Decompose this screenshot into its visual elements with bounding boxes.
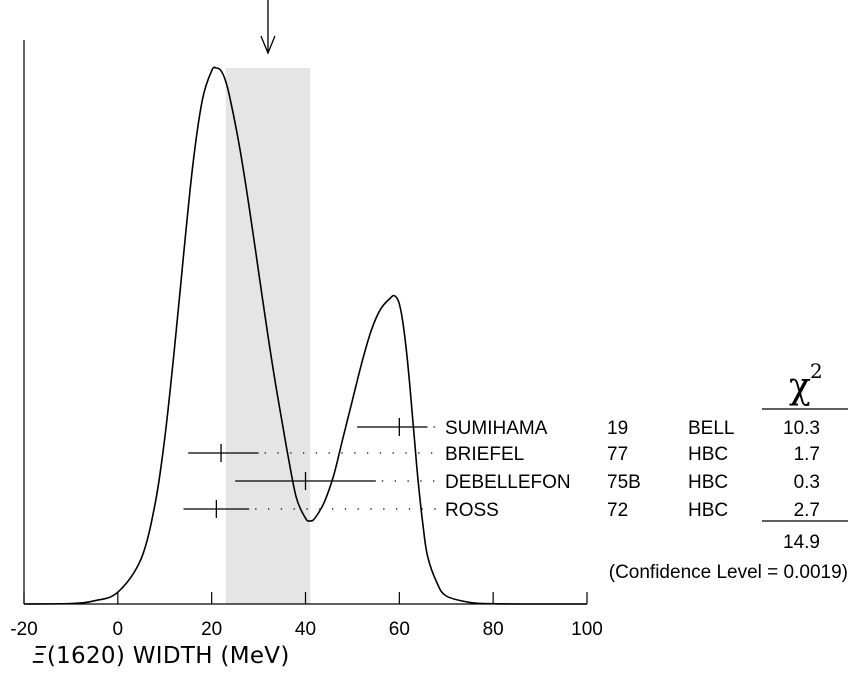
average-arrow (260, 0, 276, 55)
measurement-chi2: 2.7 (794, 500, 820, 521)
measurement-name: SUMIHAMA (445, 418, 548, 439)
x-tick-label: 100 (571, 619, 603, 640)
x-tick-label: 40 (295, 619, 316, 640)
x-tick-label: 60 (389, 619, 410, 640)
measurement-technique: HBC (688, 500, 728, 521)
ideogram-curve (23, 66, 587, 605)
x-ticks: -20 0 20 40 60 80 100 (10, 592, 603, 640)
xi-symbol: Ξ (32, 643, 47, 669)
measurement-technique: HBC (688, 472, 728, 493)
chi2-exponent: 2 (810, 359, 823, 383)
measurement-table: SUMIHAMA 19 BELL 10.3 BRIEFEL 77 HBC 1.7 DEBELLE… (445, 418, 820, 521)
confidence-level: (Confidence Level = 0.0019) (609, 562, 848, 583)
measurement-technique: HBC (688, 444, 728, 465)
x-axis-label-text: (1620) WIDTH (MeV) (46, 643, 290, 669)
chi2-header: χ 2 (789, 359, 823, 407)
x-tick-label: 0 (113, 619, 124, 640)
measurement-year: 75B (607, 472, 641, 493)
measurement-error-bars (183, 418, 428, 518)
measurement-year: 19 (607, 418, 628, 439)
measurement-year: 77 (607, 444, 628, 465)
measurement-name: BRIEFEL (445, 444, 524, 465)
measurement-chi2: 0.3 (794, 472, 820, 493)
x-axis-label: Ξ(1620) WIDTH (MeV) (32, 643, 290, 669)
measurement-year: 72 (607, 500, 628, 521)
x-tick-label: -20 (10, 619, 37, 640)
measurement-chi2: 1.7 (794, 444, 820, 465)
x-tick-label: 80 (483, 619, 504, 640)
measurement-technique: BELL (688, 418, 734, 439)
chi2-symbol: χ (789, 366, 811, 407)
measurement-name: ROSS (445, 500, 499, 521)
dotted-leaders (255, 426, 439, 510)
chi2-total: 14.9 (783, 532, 820, 553)
x-tick-label: 20 (201, 619, 222, 640)
measurement-chi2: 10.3 (783, 418, 820, 439)
measurement-name: DEBELLEFON (445, 472, 571, 493)
